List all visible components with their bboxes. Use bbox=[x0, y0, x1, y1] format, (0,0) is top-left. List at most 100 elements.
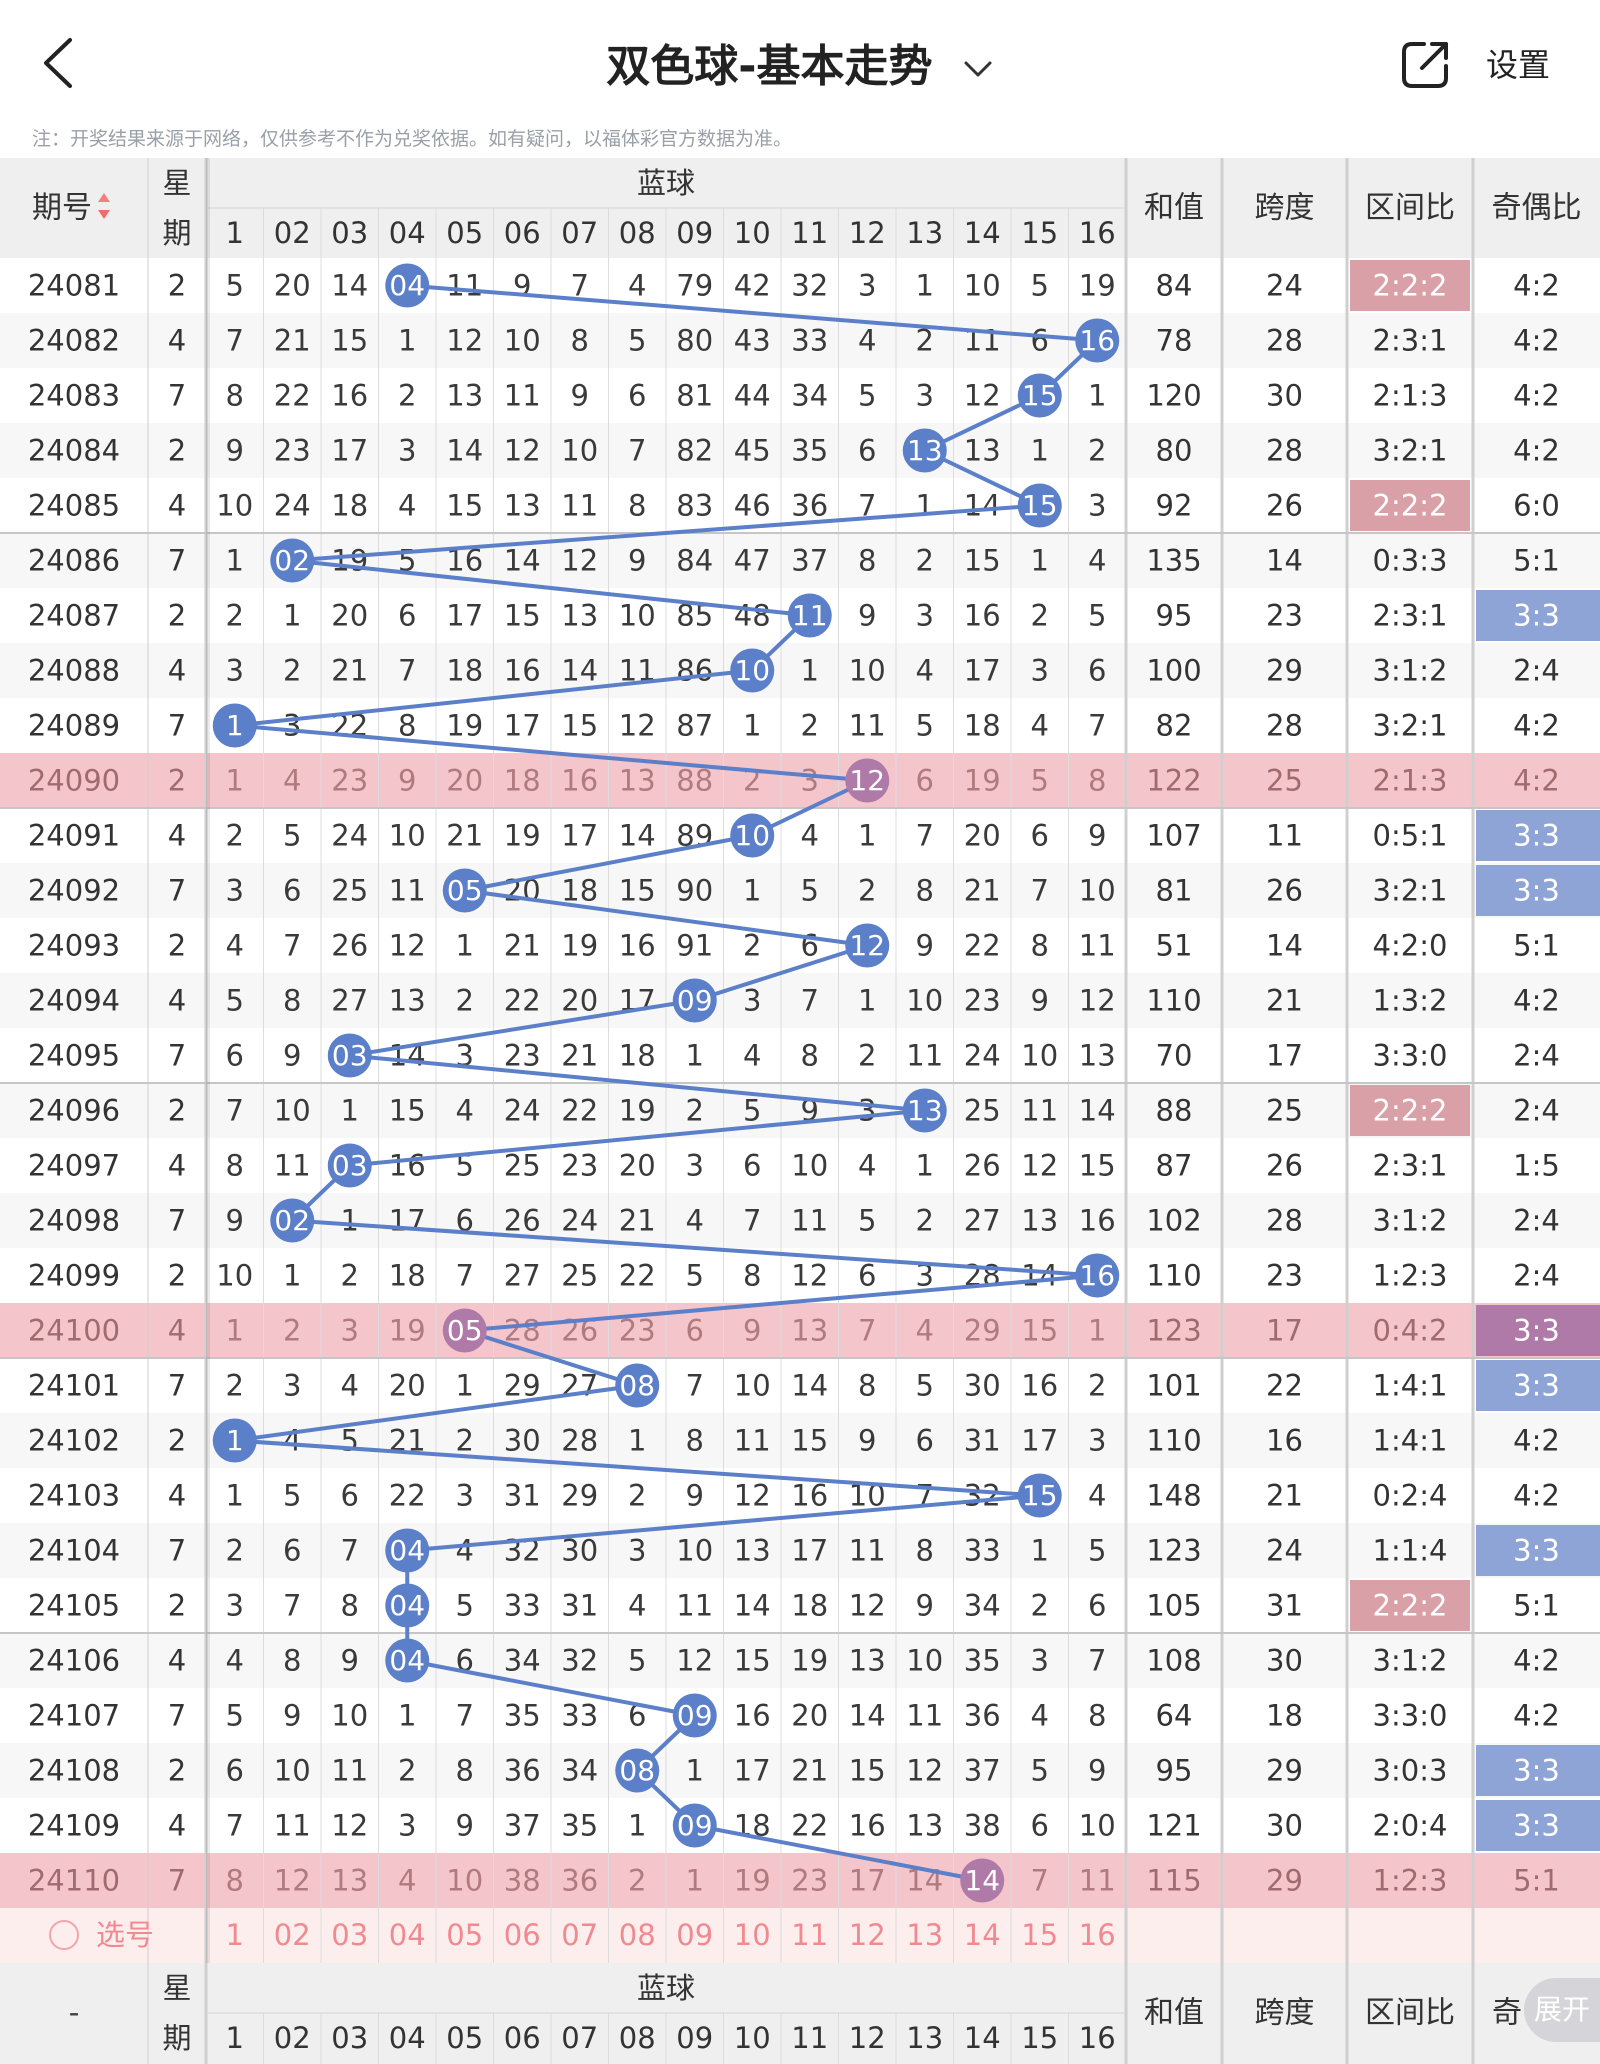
blue-ball-marker bbox=[730, 648, 775, 693]
select-ball-option[interactable]: 02 bbox=[274, 1918, 311, 1952]
blue-ball-marker bbox=[960, 1858, 1005, 1903]
sum-value: 100 bbox=[1146, 654, 1201, 688]
blue-ball-number: 04 bbox=[389, 1589, 425, 1622]
select-ball-option[interactable]: 09 bbox=[676, 1918, 713, 1952]
select-ball-option[interactable]: 10 bbox=[734, 1918, 771, 1952]
miss-count: 17 bbox=[446, 599, 483, 633]
miss-count: 3 bbox=[456, 1039, 474, 1073]
issue-column-header[interactable]: 期号 bbox=[32, 191, 92, 226]
select-ball-option[interactable]: 1 bbox=[226, 1918, 244, 1952]
miss-count: 9 bbox=[456, 1809, 474, 1843]
select-ball-option[interactable]: 04 bbox=[389, 1918, 426, 1952]
miss-count: 8 bbox=[743, 1259, 761, 1293]
miss-count: 23 bbox=[561, 1149, 598, 1183]
miss-count: 1 bbox=[858, 984, 876, 1018]
span-value: 23 bbox=[1266, 599, 1303, 633]
ball-number-header: 15 bbox=[1021, 2021, 1058, 2055]
miss-count: 34 bbox=[964, 1589, 1001, 1623]
select-ball-option[interactable]: 03 bbox=[331, 1918, 368, 1952]
miss-count: 18 bbox=[619, 1039, 656, 1073]
page-title[interactable]: 双色球-基本走势 bbox=[0, 30, 1600, 94]
ball-number-header: 09 bbox=[676, 216, 713, 250]
sum-value: 123 bbox=[1146, 1314, 1201, 1348]
expand-button[interactable]: 展开 bbox=[1524, 1978, 1600, 2042]
weekday: 7 bbox=[168, 1369, 186, 1403]
miss-count: 19 bbox=[964, 764, 1001, 798]
sort-asc-icon[interactable] bbox=[98, 193, 110, 202]
span-value: 21 bbox=[1266, 984, 1303, 1018]
select-ball-option[interactable]: 12 bbox=[849, 1918, 886, 1952]
miss-count: 17 bbox=[849, 1864, 886, 1898]
miss-count: 15 bbox=[619, 874, 656, 908]
select-ball-option[interactable]: 07 bbox=[561, 1918, 598, 1952]
miss-count: 6 bbox=[226, 1039, 244, 1073]
miss-count: 91 bbox=[676, 929, 713, 963]
select-ball-option[interactable]: 14 bbox=[964, 1918, 1001, 1952]
select-ball-option[interactable]: 15 bbox=[1021, 1918, 1058, 1952]
miss-count: 48 bbox=[734, 599, 771, 633]
select-ball-option[interactable]: 08 bbox=[619, 1918, 656, 1952]
ball-number-header: 12 bbox=[849, 216, 886, 250]
miss-count: 36 bbox=[561, 1864, 598, 1898]
miss-count: 11 bbox=[791, 1204, 828, 1238]
weekday: 4 bbox=[168, 489, 186, 523]
miss-count: 15 bbox=[791, 1424, 828, 1458]
select-ball-option[interactable]: 05 bbox=[446, 1918, 483, 1952]
share-external-icon[interactable] bbox=[1398, 36, 1454, 92]
miss-count: 1 bbox=[801, 654, 819, 688]
miss-count: 30 bbox=[561, 1534, 598, 1568]
miss-count: 16 bbox=[791, 1479, 828, 1513]
span-value: 28 bbox=[1266, 709, 1303, 743]
select-ball-option[interactable]: 16 bbox=[1079, 1918, 1116, 1952]
miss-count: 6 bbox=[686, 1314, 704, 1348]
oddeven-ratio-value: 5:1 bbox=[1513, 929, 1560, 963]
miss-count: 2 bbox=[858, 874, 876, 908]
miss-count: 15 bbox=[389, 1094, 426, 1128]
miss-count: 5 bbox=[1088, 599, 1106, 633]
miss-count: 21 bbox=[964, 874, 1001, 908]
miss-count: 27 bbox=[561, 1369, 598, 1403]
miss-count: 8 bbox=[398, 709, 416, 743]
settings-button[interactable]: 设置 bbox=[1486, 46, 1551, 84]
select-ball-option[interactable]: 06 bbox=[504, 1918, 541, 1952]
miss-count: 4 bbox=[398, 1864, 416, 1898]
miss-count: 42 bbox=[734, 269, 771, 303]
select-ball-option[interactable]: 13 bbox=[906, 1918, 943, 1952]
miss-count: 1 bbox=[916, 1149, 934, 1183]
miss-count: 10 bbox=[1021, 1039, 1058, 1073]
zone-ratio-column-header: 区间比 bbox=[1365, 191, 1455, 226]
table-row-bg bbox=[0, 533, 1600, 588]
select-number-label[interactable]: 选号 bbox=[96, 1918, 154, 1952]
select-ball-option[interactable]: 11 bbox=[791, 1918, 828, 1952]
miss-count: 27 bbox=[964, 1204, 1001, 1238]
miss-count: 3 bbox=[1088, 489, 1106, 523]
miss-count: 6 bbox=[398, 599, 416, 633]
blue-ball-marker bbox=[902, 428, 947, 473]
ball-number-header: 1 bbox=[226, 216, 244, 250]
ball-number-header: 14 bbox=[964, 2021, 1001, 2055]
chevron-left-icon[interactable] bbox=[30, 28, 90, 98]
miss-count: 23 bbox=[791, 1864, 828, 1898]
miss-count: 15 bbox=[964, 544, 1001, 578]
miss-count: 17 bbox=[791, 1534, 828, 1568]
miss-count: 17 bbox=[389, 1204, 426, 1238]
miss-count: 9 bbox=[916, 929, 934, 963]
miss-count: 21 bbox=[561, 1039, 598, 1073]
miss-count: 90 bbox=[676, 874, 713, 908]
ball-number-header: 07 bbox=[561, 216, 598, 250]
span-value: 25 bbox=[1266, 764, 1303, 798]
zone-highlight bbox=[1350, 480, 1470, 531]
miss-count: 5 bbox=[283, 1479, 301, 1513]
miss-count: 3 bbox=[628, 1534, 646, 1568]
miss-count: 16 bbox=[561, 764, 598, 798]
blue-ball-number: 10 bbox=[734, 819, 770, 852]
table-row-bg bbox=[0, 1523, 1600, 1578]
weekday: 7 bbox=[168, 1534, 186, 1568]
oddeven-highlight bbox=[1476, 1800, 1600, 1851]
span-value: 17 bbox=[1266, 1314, 1303, 1348]
miss-count: 10 bbox=[561, 434, 598, 468]
sort-desc-icon[interactable] bbox=[98, 210, 110, 219]
oddeven-ratio-value: 4:2 bbox=[1513, 984, 1560, 1018]
select-radio-icon[interactable] bbox=[49, 1920, 79, 1950]
miss-count: 13 bbox=[446, 379, 483, 413]
